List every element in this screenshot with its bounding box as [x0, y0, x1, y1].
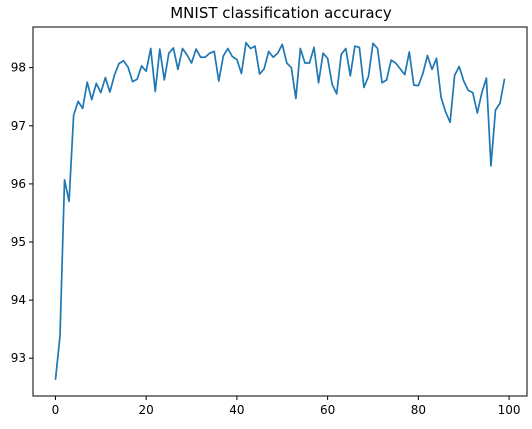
x-tick-label-100: 100: [498, 403, 521, 417]
x-tick-label-0: 0: [52, 403, 60, 417]
x-tick-label-20: 20: [139, 403, 154, 417]
y-tick-label-95: 95: [11, 235, 26, 249]
x-tick-label-40: 40: [229, 403, 244, 417]
chart-title: MNIST classification accuracy: [170, 4, 392, 22]
plot-axes: [32, 26, 528, 397]
axis-ticks: 0 20 40 60 80 100 93 94 95 96 97 98: [11, 61, 521, 417]
x-tick-label-60: 60: [320, 403, 335, 417]
y-tick-label-93: 93: [11, 351, 26, 365]
y-tick-label-98: 98: [11, 61, 26, 75]
y-tick-label-97: 97: [11, 119, 26, 133]
series-line-accuracy: [54, 41, 506, 380]
series-points: [55, 43, 504, 380]
plot-frame: [32, 26, 528, 397]
y-tick-label-96: 96: [11, 177, 26, 191]
x-tick-label-80: 80: [411, 403, 426, 417]
y-tick-label-94: 94: [11, 293, 26, 307]
